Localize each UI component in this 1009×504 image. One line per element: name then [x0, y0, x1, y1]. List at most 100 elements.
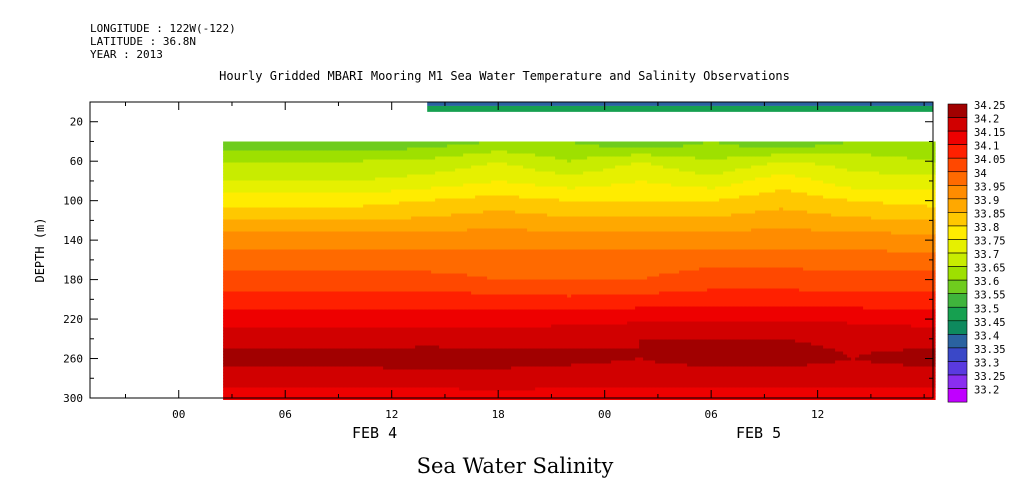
heatmap-cell: [435, 186, 440, 190]
heatmap-cell: [355, 336, 360, 340]
heatmap-cell: [351, 321, 356, 325]
heatmap-cell: [299, 156, 304, 160]
heatmap-cell: [319, 201, 324, 205]
heatmap-cell: [355, 192, 360, 196]
heatmap-cell: [223, 255, 228, 259]
heatmap-cell: [247, 318, 252, 322]
heatmap-cell: [367, 270, 372, 274]
heatmap-cell: [227, 393, 232, 397]
heatmap-cell: [275, 309, 280, 313]
heatmap-cell: [399, 285, 404, 289]
heatmap-cell: [443, 282, 448, 286]
heatmap-cell: [267, 192, 272, 196]
heatmap-cell: [359, 204, 364, 208]
heatmap-cell: [439, 198, 444, 202]
heatmap-cell: [339, 234, 344, 238]
heatmap-cell: [403, 249, 408, 253]
heatmap-cell: [419, 174, 424, 178]
heatmap-cell: [275, 180, 280, 184]
heatmap-cell: [391, 288, 396, 292]
heatmap-cell: [327, 213, 332, 217]
heatmap-cell: [307, 204, 312, 208]
heatmap-cell: [319, 186, 324, 190]
heatmap-cell: [247, 150, 252, 154]
heatmap-cell: [315, 255, 320, 259]
heatmap-cell: [307, 153, 312, 157]
heatmap-cell: [239, 372, 244, 376]
heatmap-cell: [339, 393, 344, 397]
heatmap-cell: [435, 297, 440, 301]
heatmap-cell: [443, 255, 448, 259]
heatmap-cell: [407, 366, 412, 370]
heatmap-cell: [431, 363, 436, 367]
heatmap-cell: [251, 153, 256, 157]
heatmap-cell: [275, 177, 280, 181]
heatmap-cell: [395, 183, 400, 187]
heatmap-cell: [431, 324, 436, 328]
heatmap-cell: [399, 267, 404, 271]
heatmap-cell: [255, 288, 260, 292]
heatmap-cell: [255, 327, 260, 331]
heatmap-cell: [271, 225, 276, 229]
heatmap-cell: [287, 213, 292, 217]
heatmap-cell: [271, 366, 276, 370]
heatmap-cell: [359, 351, 364, 355]
heatmap-cell: [411, 306, 416, 310]
heatmap-cell: [243, 174, 248, 178]
heatmap-cell: [423, 276, 428, 280]
heatmap-cell: [431, 306, 436, 310]
heatmap-cell: [311, 378, 316, 382]
heatmap-cell: [435, 390, 440, 394]
heatmap-cell: [239, 159, 244, 163]
heatmap-cell: [339, 252, 344, 256]
heatmap-cell: [435, 339, 440, 343]
heatmap-cell: [239, 375, 244, 379]
heatmap-cell: [451, 303, 456, 307]
heatmap-cell: [395, 180, 400, 184]
heatmap-cell: [399, 228, 404, 232]
heatmap-cell: [395, 375, 400, 379]
heatmap-cell: [431, 249, 436, 253]
heatmap-cell: [443, 300, 448, 304]
heatmap-cell: [371, 324, 376, 328]
heatmap-cell: [339, 387, 344, 391]
heatmap-cell: [319, 195, 324, 199]
heatmap-cell: [379, 345, 384, 349]
heatmap-cell: [323, 282, 328, 286]
heatmap-cell: [227, 246, 232, 250]
heatmap-cell: [363, 153, 368, 157]
heatmap-cell: [439, 252, 444, 256]
heatmap-cell: [359, 183, 364, 187]
heatmap-cell: [411, 315, 416, 319]
heatmap-cell: [279, 288, 284, 292]
heatmap-cell: [391, 228, 396, 232]
heatmap-cell: [315, 216, 320, 220]
heatmap-cell: [343, 180, 348, 184]
heatmap-cell: [363, 306, 368, 310]
heatmap-cell: [295, 363, 300, 367]
heatmap-cell: [255, 339, 260, 343]
heatmap-cell: [391, 333, 396, 337]
heatmap-cell: [399, 159, 404, 163]
heatmap-cell: [355, 306, 360, 310]
heatmap-cell: [383, 213, 388, 217]
heatmap-cell: [335, 366, 340, 370]
heatmap-cell: [439, 372, 444, 376]
heatmap-cell: [323, 195, 328, 199]
heatmap-cell: [339, 363, 344, 367]
heatmap-cell: [435, 180, 440, 184]
heatmap-cell: [251, 375, 256, 379]
heatmap-cell: [223, 237, 228, 241]
heatmap-cell: [399, 168, 404, 172]
heatmap-cell: [223, 234, 228, 238]
heatmap-cell: [335, 147, 340, 151]
heatmap-cell: [263, 378, 268, 382]
heatmap-cell: [415, 153, 420, 157]
heatmap-cell: [347, 360, 352, 364]
heatmap-cell: [395, 255, 400, 259]
heatmap-cell: [355, 171, 360, 175]
heatmap-cell: [415, 255, 420, 259]
heatmap-cell: [303, 198, 308, 202]
heatmap-cell: [227, 231, 232, 235]
heatmap-cell: [371, 159, 376, 163]
